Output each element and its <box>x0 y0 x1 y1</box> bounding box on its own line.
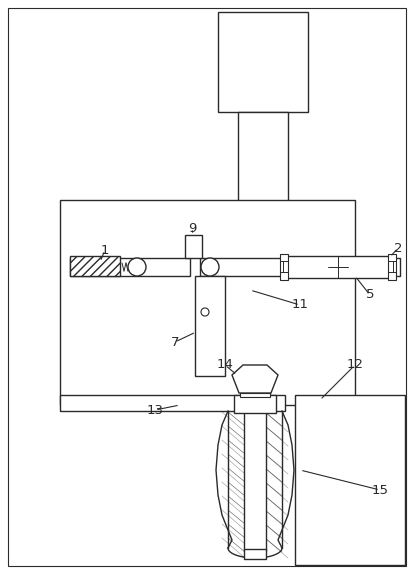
Bar <box>285 256 390 278</box>
Bar <box>70 258 190 276</box>
Bar <box>280 254 288 280</box>
Circle shape <box>201 308 209 316</box>
Bar <box>185 235 202 258</box>
Text: 5: 5 <box>366 289 374 301</box>
Bar <box>240 393 270 397</box>
Bar <box>244 549 266 559</box>
Text: 13: 13 <box>146 404 163 416</box>
Bar <box>200 258 400 276</box>
Text: 12: 12 <box>347 358 364 372</box>
Bar <box>195 276 225 376</box>
Polygon shape <box>232 365 278 393</box>
Bar <box>295 395 405 565</box>
Polygon shape <box>70 256 120 276</box>
Circle shape <box>128 258 146 276</box>
Bar <box>244 411 266 551</box>
Text: 2: 2 <box>394 241 402 255</box>
Bar <box>388 254 396 280</box>
Bar <box>60 395 285 411</box>
Circle shape <box>201 258 219 276</box>
Text: 9: 9 <box>188 222 196 234</box>
Bar <box>238 112 288 257</box>
Bar <box>218 12 308 112</box>
Text: 7: 7 <box>171 335 179 348</box>
Text: 11: 11 <box>292 298 309 312</box>
Bar <box>234 395 276 413</box>
Text: 1: 1 <box>101 244 109 256</box>
Text: 14: 14 <box>217 358 233 372</box>
Text: 15: 15 <box>371 483 389 497</box>
Bar <box>60 200 355 405</box>
